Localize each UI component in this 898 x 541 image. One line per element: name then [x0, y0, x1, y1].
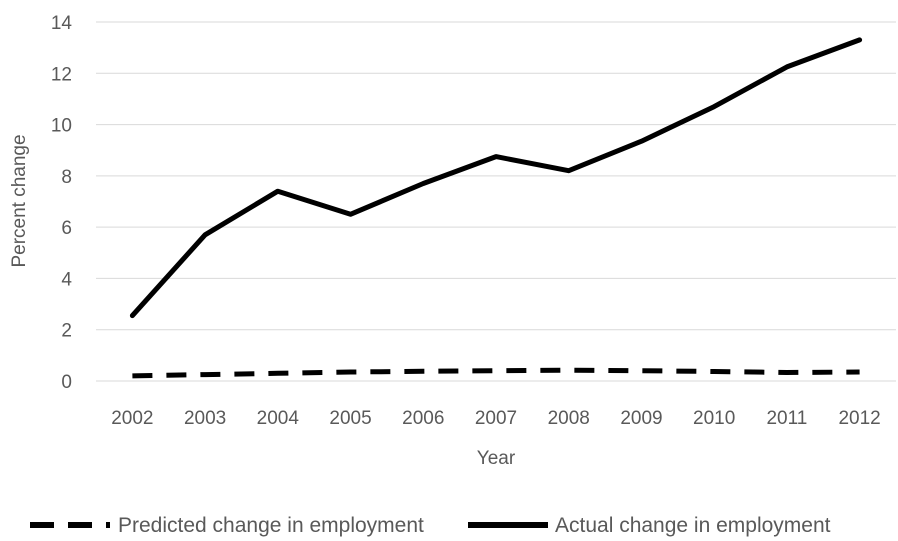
y-axis-tick-labels: 0 2 4 6 8 10 12 14: [51, 13, 73, 393]
y-tick-label: 2: [61, 321, 72, 342]
gridlines: [96, 21, 896, 382]
x-tick-label: 2010: [693, 408, 735, 429]
x-tick-label: 2003: [184, 408, 226, 429]
x-tick-label: 2004: [257, 408, 300, 429]
x-tick-label: 2007: [475, 408, 517, 429]
x-axis-title: Year: [477, 448, 516, 469]
series-line-predicted: [132, 367, 860, 379]
y-tick-label: 8: [61, 167, 72, 188]
x-tick-label: 2008: [548, 408, 590, 429]
y-axis-title: Percent change: [9, 134, 30, 267]
y-tick-label: 0: [61, 372, 72, 393]
y-tick-label: 12: [51, 64, 72, 85]
legend: Predicted change in employment Actual ch…: [30, 514, 831, 537]
y-tick-label: 10: [51, 116, 72, 137]
x-tick-label: 2002: [111, 408, 153, 429]
y-tick-label: 14: [51, 13, 73, 34]
x-tick-label: 2011: [766, 408, 807, 429]
legend-item-predicted: Predicted change in employment: [30, 514, 424, 537]
x-axis-tick-labels: 2002 2003 2004 2005 2006 2007 2008 2009 2010 2011…: [111, 408, 881, 429]
series-line-actual: [129, 37, 863, 319]
x-tick-label: 2012: [838, 408, 880, 429]
x-tick-label: 2005: [329, 408, 371, 429]
y-tick-label: 4: [61, 269, 72, 290]
x-tick-label: 2009: [620, 408, 662, 429]
legend-label-predicted: Predicted change in employment: [118, 514, 424, 537]
x-tick-label: 2006: [402, 408, 444, 429]
series-lines: [129, 37, 863, 379]
y-tick-label: 6: [61, 218, 72, 239]
legend-label-actual: Actual change in employment: [555, 514, 831, 537]
legend-item-actual: Actual change in employment: [468, 514, 831, 537]
